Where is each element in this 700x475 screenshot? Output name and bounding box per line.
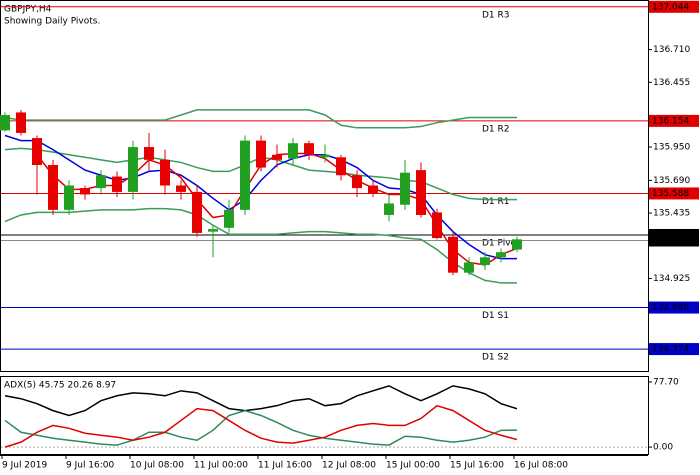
candle-body: [240, 140, 250, 210]
price-tag: [649, 301, 699, 314]
candle-body: [448, 236, 458, 273]
price-tag-label: 134.374: [652, 345, 689, 355]
candle-body: [400, 172, 410, 205]
candle-body: [464, 262, 474, 273]
adx-title: ADX(5) 45.75 20.26 8.97: [4, 381, 116, 391]
candle-body: [48, 164, 58, 210]
indicator-line: [4, 109, 517, 129]
candle-body: [496, 252, 506, 258]
x-tick-label: 11 Jul 00:00: [194, 461, 248, 471]
candle-body: [416, 170, 426, 215]
candle-body: [176, 185, 186, 192]
candle-body: [256, 140, 266, 168]
candle-body: [368, 185, 378, 194]
candle-body: [112, 176, 122, 192]
chart-title: GBPJPY,H4: [4, 5, 52, 15]
price-tag: [649, 187, 699, 200]
chart-subtitle: Showing Daily Pivots.: [4, 17, 100, 27]
y-tick-label: 0.00: [653, 443, 673, 453]
price-tag-label: 136.154: [652, 116, 689, 126]
candle-body: [80, 188, 90, 195]
price-tag: [649, 0, 699, 13]
adx-line: [4, 409, 518, 446]
y-tick-label: 135.435: [653, 209, 690, 219]
y-tick-label: 135.950: [653, 143, 690, 153]
adx-line: [4, 404, 518, 448]
x-tick-label: 10 Jul 08:00: [130, 461, 184, 471]
indicator-line: [4, 134, 517, 260]
adx-panel: [0, 376, 649, 455]
y-tick-label: 77.70: [653, 377, 679, 387]
candle-body: [336, 157, 346, 176]
candle-body: [144, 147, 154, 160]
candle-body: [0, 114, 10, 131]
candle-body: [304, 143, 314, 155]
y-tick-label: 136.455: [653, 78, 690, 88]
candle-body: [320, 154, 330, 158]
x-tick-label: 15 Jul 16:00: [450, 461, 504, 471]
candle-body: [128, 147, 138, 192]
candle-body: [96, 175, 106, 189]
y-tick-label: 134.925: [653, 274, 690, 284]
x-tick-label: 15 Jul 00:00: [386, 461, 440, 471]
y-tick-label: 135.690: [653, 176, 690, 186]
pivot-label: D1 S1: [482, 311, 509, 321]
candle-body: [432, 212, 442, 239]
pivot-label: D1 S2: [482, 353, 509, 363]
candle-body: [480, 257, 490, 265]
price-tag: [649, 234, 699, 247]
indicator-line: [4, 207, 517, 284]
pivot-label: D1 R1: [482, 197, 510, 207]
price-tag-label: 135.588: [652, 189, 689, 199]
y-tick-label: 136.710: [653, 45, 690, 55]
pivot-label: D1 R3: [482, 10, 510, 20]
candle-body: [192, 191, 202, 233]
candle-body: [32, 138, 42, 165]
x-tick-label: 11 Jul 16:00: [258, 461, 312, 471]
candle-body: [352, 175, 362, 189]
price-tag-label: 137.044: [652, 2, 689, 12]
candle-body: [224, 209, 234, 228]
adx-line: [4, 385, 518, 417]
price-tag-label: 134.698: [652, 303, 689, 313]
x-tick-label: 16 Jul 08:00: [514, 461, 568, 471]
candle-body: [512, 239, 522, 250]
candle-body: [208, 229, 218, 232]
price-tag: [649, 343, 699, 356]
candle-body: [64, 185, 74, 210]
candle-body: [384, 203, 394, 215]
x-tick-label: 9 Jul 2019: [2, 461, 47, 471]
candle-body: [272, 154, 282, 160]
candle-body: [160, 159, 170, 186]
x-tick-label: 12 Jul 08:00: [322, 461, 376, 471]
price-tag: [649, 114, 699, 127]
x-tick-label: 9 Jul 16:00: [66, 461, 115, 471]
candle-body: [288, 143, 298, 159]
pivot-label: D1 Pivot: [482, 238, 520, 248]
price-tag-label: 135.221: [652, 236, 689, 246]
candle-body: [16, 112, 26, 133]
pivot-label: D1 R2: [482, 124, 510, 134]
